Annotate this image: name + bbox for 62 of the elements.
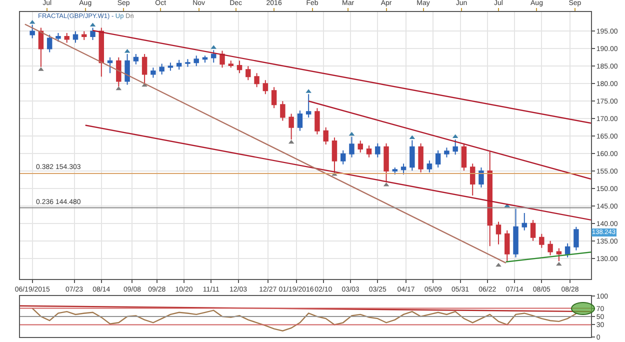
candlestick [185,58,190,68]
candlestick [349,136,354,158]
candlestick [556,248,562,262]
candlestick [150,67,156,78]
candlestick [539,233,544,248]
candlestick [470,163,476,196]
candlestick [159,63,164,76]
candlestick [211,50,216,64]
candlestick [461,142,467,172]
candlestick [444,147,450,158]
candlestick [38,27,44,68]
candlestick [56,32,61,42]
candlestick [82,30,87,40]
candlestick [452,139,458,156]
candlestick [418,142,424,173]
candlestick [98,27,104,78]
candlestick [358,140,363,153]
candlestick [323,126,328,145]
candlestick [435,150,441,168]
candlestick [107,56,113,74]
candlestick [400,163,406,176]
candlestick [314,108,320,135]
point [496,262,502,267]
candlestick [478,167,484,188]
candlestick [124,53,130,86]
candlestick [332,136,338,172]
candlestick [530,219,536,242]
candlestick [375,142,380,158]
candlestick [254,72,260,88]
candlestick [504,230,510,262]
candlestick [220,50,225,68]
candlestick [548,240,553,256]
candlestick [522,212,528,231]
candlestick [513,208,518,258]
candlestick [30,24,35,39]
point [556,262,562,266]
candlestick [176,59,182,70]
candlestick [366,145,372,158]
candlestick [392,167,398,176]
candlestick [564,242,570,258]
candlestick [194,55,199,67]
candlestick [306,94,312,118]
candlestick [64,32,70,44]
candlestick [72,30,78,44]
candlestick [487,151,492,247]
candlestick [246,66,251,81]
candlestick [280,100,286,122]
candlestick [262,80,268,95]
candlestick [297,110,303,132]
candlestick [496,221,502,245]
candlestick [168,62,174,72]
candlestick [410,140,415,172]
candlestick [340,150,346,165]
candlestick [228,60,234,68]
candlestick [574,226,579,251]
candlestick [426,160,432,173]
candlestick [133,53,139,65]
candlestick [271,86,277,109]
candlestick [202,55,208,64]
candlestick [90,27,96,40]
candlestick [46,34,52,53]
candlestick [236,60,242,74]
